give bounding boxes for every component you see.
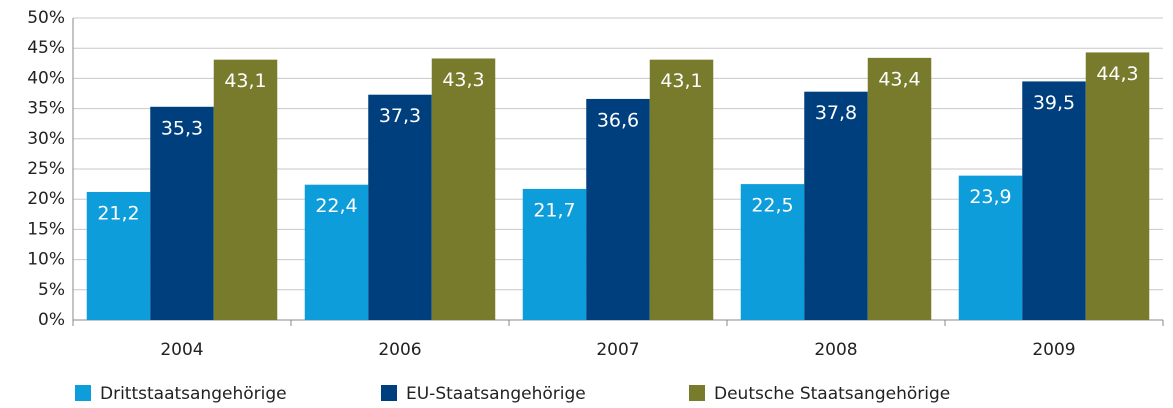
bar (1022, 81, 1086, 320)
value-label: 21,2 (97, 202, 139, 224)
bar (586, 98, 650, 320)
legend-label: EU-Staatsangehörige (406, 384, 586, 404)
x-tick-label: 2008 (814, 340, 857, 360)
legend-swatch (75, 385, 91, 401)
y-tick-label: 40% (27, 68, 65, 88)
bar (213, 59, 278, 321)
x-tick-label: 2006 (378, 340, 421, 360)
y-tick-label: 30% (27, 129, 65, 149)
y-tick-label: 35% (27, 99, 65, 119)
legend-swatch (689, 385, 705, 401)
bar (522, 188, 587, 320)
bar (867, 57, 932, 320)
bar (431, 58, 496, 321)
y-tick-label: 20% (27, 189, 65, 209)
bar (86, 191, 151, 320)
bar (368, 94, 432, 320)
y-tick-label: 25% (27, 159, 65, 179)
value-label: 44,3 (1096, 63, 1138, 85)
value-label: 22,5 (751, 195, 793, 217)
bar (150, 106, 214, 321)
y-tick-label: 10% (27, 250, 65, 270)
value-label: 43,1 (224, 70, 266, 92)
bar (804, 91, 868, 320)
bar (1085, 52, 1150, 320)
value-label: 35,3 (161, 117, 203, 139)
value-label: 21,7 (533, 199, 575, 221)
value-label: 43,1 (660, 70, 702, 92)
value-label: 39,5 (1033, 92, 1075, 114)
value-label: 22,4 (315, 195, 357, 217)
x-tick-label: 2007 (596, 340, 639, 360)
legend-swatch (381, 385, 397, 401)
value-label: 43,3 (442, 69, 484, 91)
x-tick-label: 2009 (1032, 340, 1075, 360)
legend-label: Deutsche Staatsangehörige (714, 384, 950, 404)
bar (740, 184, 805, 320)
y-tick-label: 15% (27, 219, 65, 239)
y-tick-label: 50% (27, 8, 65, 28)
bar (958, 175, 1023, 320)
bar (304, 184, 369, 320)
y-tick-label: 45% (27, 38, 65, 58)
value-label: 36,6 (597, 109, 639, 131)
value-label: 23,9 (969, 186, 1011, 208)
value-label: 37,8 (815, 102, 857, 124)
bar (649, 59, 714, 321)
value-label: 43,4 (878, 68, 920, 90)
value-label: 37,3 (379, 105, 421, 127)
legend-label: Drittstaatsangehörige (100, 384, 287, 404)
x-tick-label: 2004 (160, 340, 203, 360)
y-tick-label: 5% (38, 280, 65, 300)
y-tick-label: 0% (38, 310, 65, 330)
